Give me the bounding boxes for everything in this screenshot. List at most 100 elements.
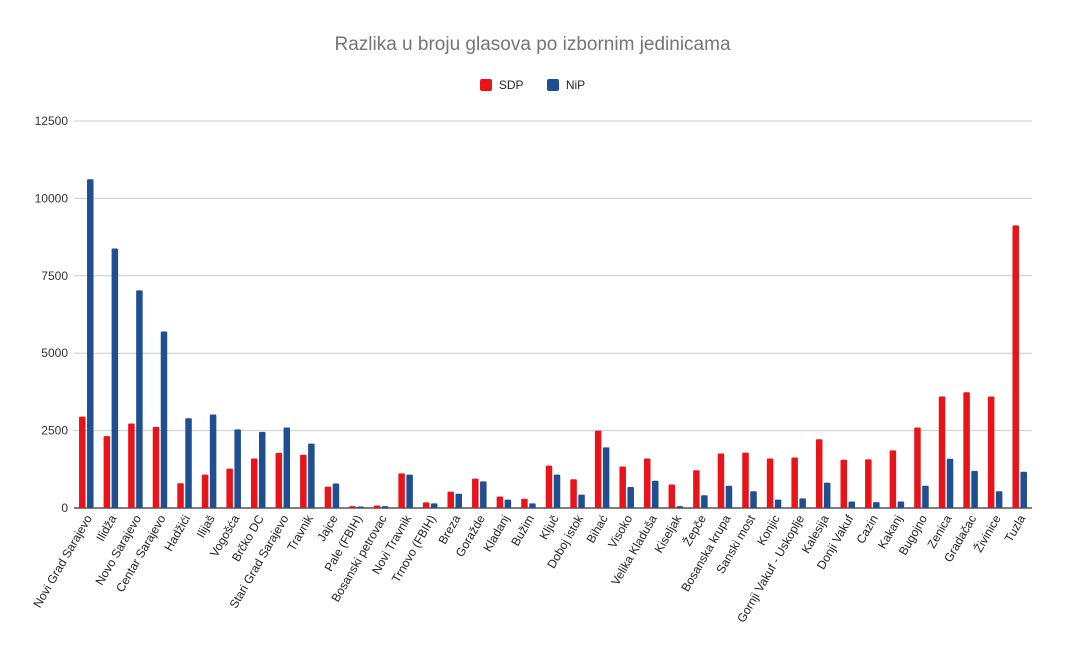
bar-sdp-4 xyxy=(177,483,184,508)
legend-label-sdp: SDP xyxy=(498,78,524,92)
bar-sdp-2 xyxy=(128,423,135,508)
legend-swatch-sdp xyxy=(479,79,492,91)
bar-sdp-12 xyxy=(373,505,381,508)
bar-sdp-15 xyxy=(447,491,454,508)
bar-sdp-3 xyxy=(152,426,160,508)
y-tick-label: 7500 xyxy=(41,269,68,283)
bar-sdp-21 xyxy=(594,430,602,508)
bar-nip-36 xyxy=(971,470,978,508)
bar-nip-29 xyxy=(799,498,806,508)
bar-nip-7 xyxy=(258,431,266,508)
bar-nip-8 xyxy=(283,427,291,508)
bar-nip-18 xyxy=(529,503,536,508)
bar-sdp-30 xyxy=(815,439,823,508)
bar-nip-30 xyxy=(823,482,831,508)
bar-nip-38 xyxy=(1020,471,1027,508)
legend-swatch-nip xyxy=(546,79,559,91)
bar-sdp-36 xyxy=(963,392,970,508)
bar-nip-17 xyxy=(504,499,512,508)
bar-nip-15 xyxy=(455,493,462,508)
bar-sdp-14 xyxy=(422,502,430,508)
bar-sdp-28 xyxy=(766,458,774,508)
bar-sdp-16 xyxy=(472,478,479,508)
bar-sdp-35 xyxy=(938,396,946,508)
bar-sdp-18 xyxy=(521,498,528,508)
bar-nip-13 xyxy=(406,474,413,508)
bar-nip-34 xyxy=(922,485,929,508)
bar-sdp-25 xyxy=(693,470,700,508)
y-tick-label: 2500 xyxy=(41,424,68,438)
bar-sdp-11 xyxy=(349,506,356,508)
bar-nip-24 xyxy=(676,506,684,508)
bar-nip-5 xyxy=(209,414,217,508)
bar-sdp-13 xyxy=(398,473,405,508)
bar-nip-9 xyxy=(308,443,315,508)
bar-sdp-37 xyxy=(987,396,995,508)
bar-sdp-0 xyxy=(79,416,86,508)
bar-nip-0 xyxy=(87,179,94,508)
bar-sdp-1 xyxy=(103,436,111,508)
bar-nip-11 xyxy=(357,506,364,508)
bar-sdp-32 xyxy=(865,459,872,508)
bar-nip-31 xyxy=(848,501,856,508)
legend-label-nip: NiP xyxy=(565,78,586,92)
y-tick-label: 10000 xyxy=(35,191,69,205)
bar-sdp-10 xyxy=(324,486,332,508)
x-tick-label: Bužim xyxy=(508,513,537,549)
bar-sdp-33 xyxy=(889,450,897,508)
bar-sdp-23 xyxy=(644,458,651,508)
bar-sdp-34 xyxy=(914,427,921,508)
x-tick-label: Tuzla xyxy=(1002,512,1029,544)
legend-item-nip: NiP xyxy=(546,78,586,92)
bar-nip-26 xyxy=(725,485,733,508)
bar-nip-32 xyxy=(873,502,880,508)
chart-title: Razlika u broju glasova po izbornim jedi… xyxy=(334,34,731,55)
bar-nip-35 xyxy=(946,458,954,508)
x-tick-label: Ključ xyxy=(536,513,561,543)
y-tick-label: 0 xyxy=(61,501,68,515)
bar-nip-19 xyxy=(553,474,561,508)
bar-nip-2 xyxy=(136,290,143,508)
bar-sdp-22 xyxy=(619,466,626,508)
bar-nip-16 xyxy=(480,481,487,508)
bar-nip-23 xyxy=(652,480,659,508)
bar-sdp-27 xyxy=(742,452,749,508)
bar-sdp-6 xyxy=(226,468,233,508)
bar-nip-27 xyxy=(750,491,757,508)
bar-nip-3 xyxy=(160,331,168,508)
bar-sdp-5 xyxy=(201,474,209,508)
bar-sdp-9 xyxy=(300,454,307,508)
bar-nip-37 xyxy=(995,491,1003,508)
bar-sdp-7 xyxy=(250,458,258,508)
x-tick-label: Ilijaš xyxy=(194,513,218,541)
bar-nip-33 xyxy=(897,501,905,508)
bar-sdp-24 xyxy=(668,484,676,508)
bar-sdp-17 xyxy=(496,496,504,508)
bar-nip-14 xyxy=(430,503,438,508)
bar-sdp-19 xyxy=(545,465,553,508)
bar-nip-20 xyxy=(578,494,585,508)
legend: SDP NiP xyxy=(0,78,1065,94)
bar-sdp-8 xyxy=(275,452,283,508)
y-tick-label: 12500 xyxy=(35,114,69,128)
bar-nip-28 xyxy=(774,499,782,508)
bar-nip-12 xyxy=(381,506,389,508)
x-tick-label: Novi Grad Sarajevo xyxy=(30,512,95,610)
bar-nip-6 xyxy=(234,429,241,508)
bar-sdp-29 xyxy=(791,457,798,508)
bar-sdp-26 xyxy=(717,453,725,508)
bar-sdp-38 xyxy=(1012,225,1019,508)
bar-nip-25 xyxy=(701,495,708,508)
bar-sdp-20 xyxy=(570,479,577,508)
bar-nip-10 xyxy=(332,483,340,508)
bar-nip-1 xyxy=(111,248,119,508)
bar-nip-4 xyxy=(185,418,192,508)
bar-nip-21 xyxy=(602,447,610,508)
x-tick-label: Travnik xyxy=(284,512,316,554)
legend-item-sdp: SDP xyxy=(479,78,524,92)
y-tick-label: 5000 xyxy=(41,346,68,360)
bar-sdp-31 xyxy=(840,459,848,508)
bar-nip-22 xyxy=(627,486,634,508)
